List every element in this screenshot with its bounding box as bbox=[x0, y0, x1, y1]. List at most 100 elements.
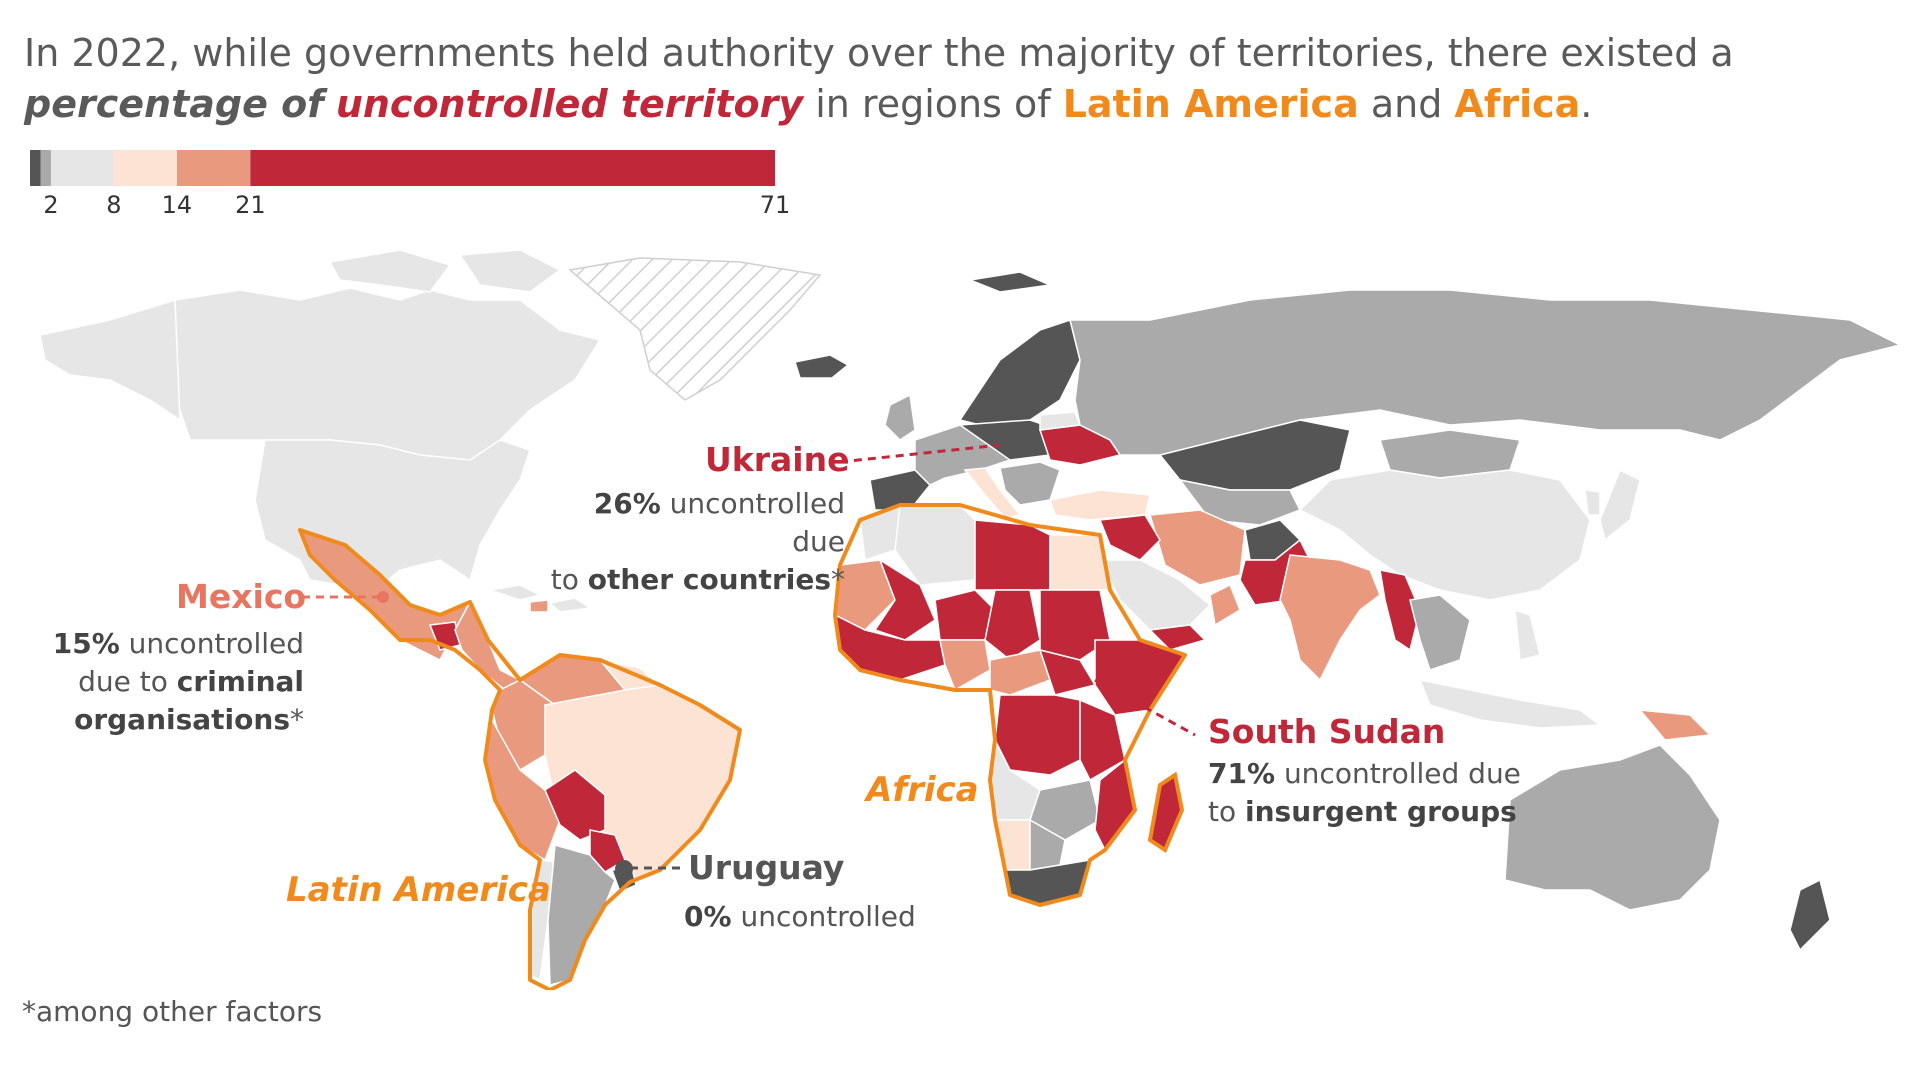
ukraine-cause: other countries bbox=[587, 563, 831, 596]
madagascar-outline bbox=[1147, 771, 1185, 854]
mexico-cause-2: organisations bbox=[74, 703, 290, 736]
uruguay-pct: 0% bbox=[684, 900, 732, 933]
country-uk-ireland bbox=[884, 393, 916, 441]
mexico-marker bbox=[377, 591, 389, 603]
region-label-latin-america: Latin America bbox=[286, 870, 551, 910]
south-sudan-note: 71% uncontrolled due to insurgent groups bbox=[1208, 755, 1521, 831]
ukraine-note: 26% uncontrolled due to other countries* bbox=[545, 485, 845, 599]
country-chad bbox=[984, 589, 1041, 661]
legend-tick-8: 8 bbox=[106, 191, 121, 219]
south-sudan-cause: insurgent groups bbox=[1245, 795, 1517, 828]
mexico-asterisk: * bbox=[290, 703, 304, 736]
ukraine-label: Ukraine bbox=[705, 440, 850, 479]
south-sudan-leader bbox=[1094, 678, 1196, 737]
country-yemen bbox=[1148, 624, 1207, 651]
country-iran bbox=[1149, 509, 1246, 586]
mexico-text: uncontrolled bbox=[128, 627, 304, 660]
ukraine-text: uncontrolled due bbox=[669, 487, 845, 558]
asia bbox=[967, 271, 1903, 741]
oceania bbox=[1504, 744, 1831, 952]
legend-tick-21: 21 bbox=[235, 191, 266, 219]
uruguay-note: 0% uncontrolled bbox=[684, 898, 916, 936]
legend-bin-3 bbox=[113, 150, 177, 186]
legend-bin-2 bbox=[50, 150, 114, 186]
country-oman bbox=[1209, 583, 1241, 627]
country-philippines bbox=[1514, 608, 1541, 661]
arctic-islands bbox=[328, 250, 562, 293]
uruguay-text: uncontrolled bbox=[740, 900, 916, 933]
south-sudan-pct: 71% bbox=[1208, 757, 1276, 790]
russia-islands bbox=[967, 271, 1053, 293]
country-canada bbox=[37, 287, 602, 461]
mexico-label: Mexico bbox=[176, 577, 307, 616]
legend-tick-2: 2 bbox=[43, 191, 58, 219]
title-emphasis: percentage of bbox=[24, 82, 324, 126]
country-indonesia bbox=[1418, 678, 1603, 729]
color-legend: 2 8 14 21 71 bbox=[30, 150, 791, 219]
legend-bin-1 bbox=[40, 150, 51, 186]
mexico-text-2: due to bbox=[78, 665, 168, 698]
world-map bbox=[37, 250, 1903, 990]
latin-america bbox=[298, 528, 741, 986]
legend-bin-4 bbox=[176, 150, 251, 186]
ukraine-pct: 26% bbox=[593, 487, 661, 520]
caribbean bbox=[489, 584, 593, 613]
country-usa bbox=[254, 439, 531, 596]
ukraine-asterisk: * bbox=[831, 563, 845, 596]
footnote: *among other factors bbox=[22, 995, 323, 1028]
country-australia bbox=[1504, 744, 1721, 911]
balkans bbox=[999, 461, 1061, 506]
title-line-1: In 2022, while governments held authorit… bbox=[24, 31, 1734, 75]
legend-bin-5 bbox=[250, 150, 775, 186]
country-alaska bbox=[39, 298, 181, 422]
mexico-note: 15% uncontrolled due to criminal organis… bbox=[46, 625, 304, 739]
latin-america-outline bbox=[298, 528, 742, 990]
country-japan bbox=[1599, 468, 1641, 542]
uruguay-label: Uruguay bbox=[688, 848, 845, 887]
country-east-africa bbox=[1079, 698, 1126, 782]
country-libya bbox=[974, 519, 1051, 591]
country-saudi-arabia bbox=[1098, 559, 1212, 631]
ukraine-text-2: to bbox=[550, 563, 579, 596]
country-iceland bbox=[794, 354, 850, 379]
country-nigeria bbox=[939, 639, 991, 692]
africa-outline bbox=[833, 503, 1187, 907]
country-drc bbox=[994, 694, 1081, 776]
country-zambia-zimbabwe bbox=[1029, 779, 1101, 841]
south-sudan-text-2: to bbox=[1208, 795, 1237, 828]
country-india bbox=[1279, 554, 1381, 682]
south-sudan-text: uncontrolled due bbox=[1283, 757, 1521, 790]
region-label-africa: Africa bbox=[866, 770, 979, 810]
country-iberia bbox=[869, 469, 932, 511]
north-america bbox=[37, 250, 850, 596]
country-paraguay bbox=[589, 829, 626, 873]
mexico-cause: criminal bbox=[176, 665, 304, 698]
title-text: in regions of bbox=[815, 82, 1051, 126]
country-algeria bbox=[894, 504, 976, 586]
uruguay-marker bbox=[615, 860, 633, 878]
title-region-africa: Africa bbox=[1454, 82, 1581, 126]
legend-tick-71: 71 bbox=[760, 191, 791, 219]
mexico-pct: 15% bbox=[52, 627, 120, 660]
chart-title: In 2022, while governments held authorit… bbox=[24, 28, 1884, 130]
country-new-zealand bbox=[1789, 878, 1831, 952]
title-emphasis-red: uncontrolled territory bbox=[335, 82, 804, 126]
country-papua-new-guinea bbox=[1638, 709, 1712, 741]
legend-tick-14: 14 bbox=[162, 191, 193, 219]
country-bolivia bbox=[544, 769, 606, 841]
country-cameroon-car bbox=[989, 649, 1051, 696]
country-south-sudan bbox=[1038, 648, 1097, 696]
legend-bin-0 bbox=[30, 150, 41, 186]
title-period: . bbox=[1580, 82, 1593, 126]
country-myanmar bbox=[1379, 569, 1421, 652]
country-haiti-dr bbox=[529, 599, 549, 613]
south-sudan-label: South Sudan bbox=[1208, 712, 1446, 751]
country-china bbox=[1298, 469, 1591, 601]
country-thailand-indochina bbox=[1409, 594, 1471, 671]
country-iraq-syria bbox=[1098, 514, 1161, 561]
country-greenland bbox=[568, 257, 822, 401]
title-and: and bbox=[1370, 82, 1443, 126]
country-russia bbox=[1069, 289, 1903, 456]
country-korea bbox=[1584, 489, 1601, 516]
title-region-latin-america: Latin America bbox=[1062, 82, 1359, 126]
